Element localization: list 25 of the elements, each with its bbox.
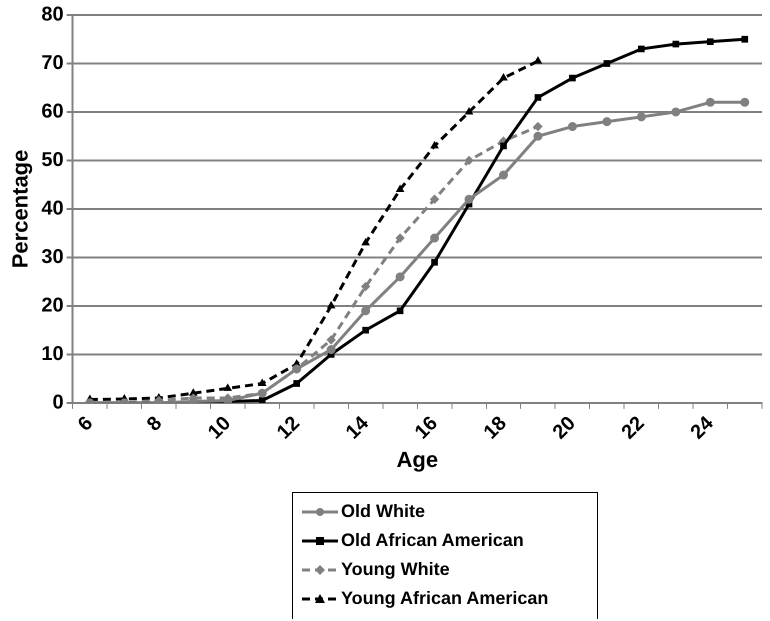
y-axis-title: Percentage (7, 150, 32, 268)
y-tick-label: 20 (41, 294, 64, 316)
x-tick-label: 22 (618, 412, 649, 444)
y-tick-label: 70 (41, 52, 64, 74)
y-tick-label: 60 (41, 100, 64, 122)
x-tick-label: 24 (686, 412, 718, 444)
y-tick-label: 0 (52, 391, 64, 414)
y-tick-label: 50 (41, 148, 64, 171)
x-axis-title: Age (396, 446, 438, 472)
x-tick-label: 10 (204, 412, 236, 444)
x-tick-label: 14 (342, 412, 374, 444)
x-tick-label: 8 (142, 412, 166, 436)
x-tick-label: 18 (480, 412, 511, 444)
legend-label: Old African American (341, 530, 524, 551)
x-tick-label: 12 (272, 412, 304, 444)
x-tick-label: 20 (548, 412, 580, 444)
y-tick-label: 10 (41, 342, 64, 365)
x-tick-label: 6 (74, 412, 98, 436)
y-tick-label: 80 (41, 4, 64, 26)
legend-label: Old White (341, 501, 425, 522)
y-tick-label: 30 (41, 246, 64, 268)
legend-label: Young White (341, 559, 450, 580)
y-tick-label: 40 (41, 197, 64, 220)
x-tick-label: 16 (410, 412, 442, 444)
legend-label: Young African American (341, 588, 548, 609)
